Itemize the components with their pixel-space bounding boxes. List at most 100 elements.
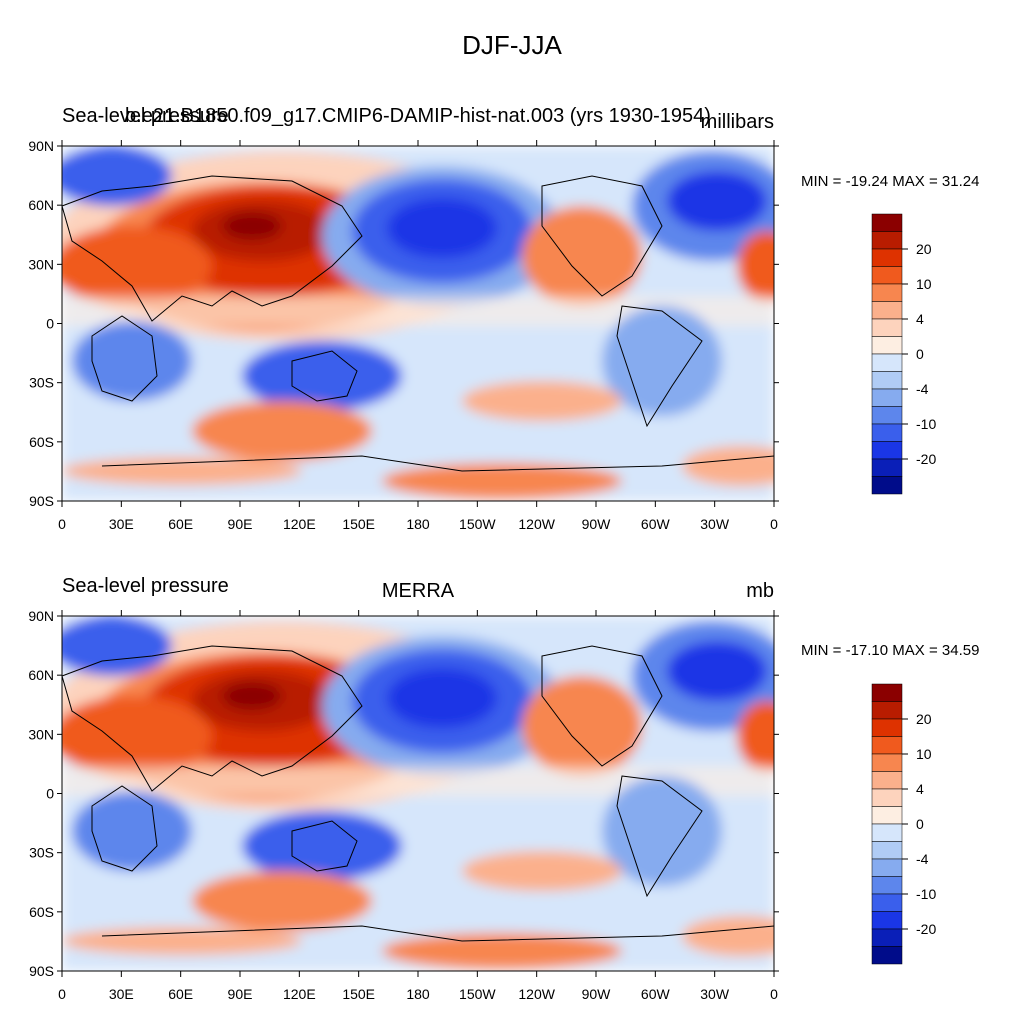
lat-label: 0 — [46, 786, 54, 802]
panel-1-case-title: b.e21.B1850.f09_g17.CMIP6-DAMIP-hist-nat… — [125, 105, 711, 127]
colorbar-swatch — [871, 248, 903, 267]
lon-label: 30W — [700, 986, 730, 1002]
colorbar-label: -4 — [916, 851, 929, 867]
lon-label: 120W — [518, 516, 555, 532]
lon-label: 0 — [770, 986, 778, 1002]
lon-label: 120E — [283, 986, 316, 1002]
lat-label: 90N — [28, 608, 54, 624]
lon-label: 30W — [700, 516, 730, 532]
lon-label: 30E — [109, 986, 134, 1002]
colorbar-swatch — [871, 371, 903, 390]
colorbar-swatch — [871, 441, 903, 460]
colorbar-label: 0 — [916, 816, 924, 832]
colorbar-swatch — [871, 788, 903, 807]
colorbar-swatch — [871, 283, 903, 302]
colorbar-swatch — [871, 388, 903, 407]
lat-label: 90N — [28, 138, 54, 154]
map-panel-1 — [62, 146, 774, 501]
colorbar-label: 4 — [916, 781, 924, 797]
lat-label: 30N — [28, 726, 54, 742]
colorbar-swatch — [871, 476, 903, 495]
lon-label: 150W — [459, 986, 496, 1002]
map-panel-2 — [62, 616, 774, 971]
lat-label: 30S — [29, 845, 54, 861]
lon-label: 150E — [342, 986, 375, 1002]
lon-label: 90E — [228, 986, 253, 1002]
colorbar-swatch — [871, 771, 903, 790]
colorbar-swatch — [871, 701, 903, 720]
colorbar-swatch — [871, 928, 903, 947]
colorbar-label: -4 — [916, 381, 929, 397]
colorbar-swatch — [871, 753, 903, 772]
colorbar-label: -20 — [916, 451, 936, 467]
lat-label: 60S — [29, 434, 54, 450]
colorbar-swatch — [871, 718, 903, 737]
lat-label: 60N — [28, 197, 54, 213]
colorbar-swatch — [871, 318, 903, 337]
colorbar-swatch — [871, 406, 903, 425]
colorbar-swatch — [871, 213, 903, 232]
colorbar-swatch — [871, 736, 903, 755]
colorbar-swatch — [871, 946, 903, 965]
colorbar-layer: 20 10 4 0 -4 -10 -20 20 10 4 0 -4 -10 -20 — [871, 213, 936, 965]
lon-label: 90W — [582, 986, 612, 1002]
colorbar-swatch — [871, 336, 903, 355]
colorbar-swatch — [871, 353, 903, 372]
colorbar-swatch — [871, 458, 903, 477]
panel-1-units: millibars — [701, 111, 774, 133]
panel-1-left-title: Sea-level pressure — [62, 105, 229, 127]
colorbar-label: -20 — [916, 921, 936, 937]
colorbar-swatch — [871, 841, 903, 860]
lon-label: 180 — [406, 986, 430, 1002]
colorbar-swatch — [871, 893, 903, 912]
lon-label: 0 — [58, 516, 66, 532]
lon-label: 60E — [168, 516, 193, 532]
colorbar-swatch — [871, 911, 903, 930]
panel-2-case-title: MERRA — [382, 580, 455, 602]
lat-label: 30N — [28, 256, 54, 272]
colorbar-swatch — [871, 683, 903, 702]
lon-label: 60W — [641, 986, 671, 1002]
lon-label: 0 — [58, 986, 66, 1002]
lat-label: 90S — [29, 963, 54, 979]
colorbar-swatch — [871, 806, 903, 825]
panel-2-minmax: MIN = -17.10 MAX = 34.59 — [801, 642, 979, 659]
colorbar-swatch — [871, 858, 903, 877]
panel-2-units: mb — [746, 580, 774, 602]
lat-label: 90S — [29, 493, 54, 509]
main-title: DJF-JJA — [462, 30, 562, 60]
lon-label: 0 — [770, 516, 778, 532]
lon-label: 90W — [582, 516, 612, 532]
lon-label: 150E — [342, 516, 375, 532]
colorbar-label: -10 — [916, 416, 936, 432]
colorbar-swatch — [871, 423, 903, 442]
colorbar-swatch — [871, 231, 903, 250]
lon-label: 180 — [406, 516, 430, 532]
colorbar-label: 20 — [916, 711, 932, 727]
panel-2-left-title: Sea-level pressure — [62, 575, 229, 597]
coastline-outline-1 — [61, 175, 775, 472]
lon-label: 120E — [283, 516, 316, 532]
lon-label: 30E — [109, 516, 134, 532]
colorbar-swatch — [871, 876, 903, 895]
colorbar-label: 0 — [916, 346, 924, 362]
lat-label: 0 — [46, 316, 54, 332]
colorbar-label: 20 — [916, 241, 932, 257]
lon-label: 150W — [459, 516, 496, 532]
lat-label: 60N — [28, 667, 54, 683]
colorbar-swatch — [871, 266, 903, 285]
panel-1-minmax: MIN = -19.24 MAX = 31.24 — [801, 173, 979, 190]
lon-label: 90E — [228, 516, 253, 532]
coastline-outline-2 — [61, 645, 775, 942]
colorbar-label: -10 — [916, 886, 936, 902]
colorbar-label: 10 — [916, 746, 932, 762]
lon-label: 120W — [518, 986, 555, 1002]
lat-label: 60S — [29, 904, 54, 920]
colorbar-label: 4 — [916, 311, 924, 327]
lat-label: 30S — [29, 375, 54, 391]
lon-label: 60W — [641, 516, 671, 532]
colorbar-swatch — [871, 301, 903, 320]
colorbar-label: 10 — [916, 276, 932, 292]
